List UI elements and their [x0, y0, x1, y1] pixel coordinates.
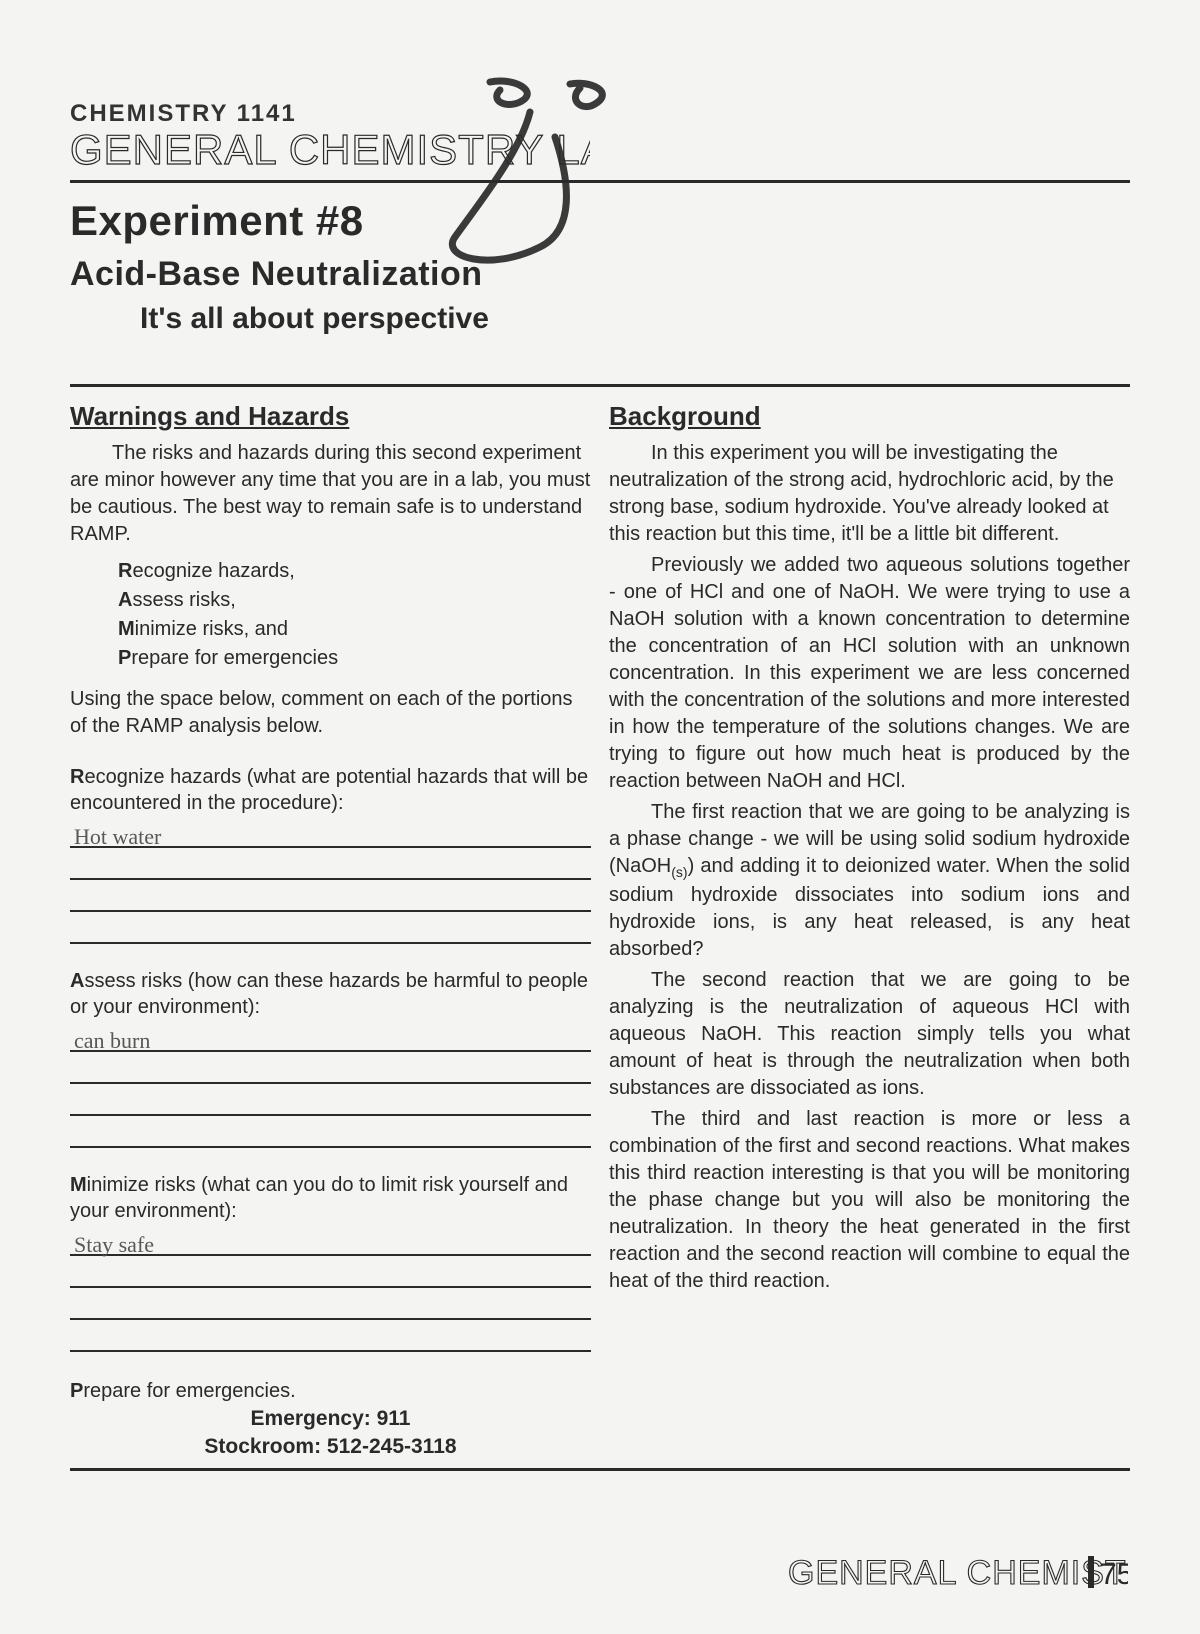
recognize-line-2 — [70, 850, 591, 880]
background-heading: Background — [609, 399, 1130, 434]
recognize-label: Recognize hazards (what are potential ha… — [70, 764, 591, 816]
ramp-m: Minimize risks, and — [118, 616, 591, 643]
page-footer: GENERAL CHEMISTRY 1 75 — [788, 1552, 1128, 1592]
recognize-answer: Hot water — [70, 824, 161, 849]
stockroom-number: Stockroom: 512-245-3118 — [70, 1433, 591, 1461]
bg-p5: The third and last reaction is more or l… — [609, 1106, 1130, 1295]
left-column: Warnings and Hazards The risks and hazar… — [70, 399, 591, 1462]
minimize-line-1: Stay safe — [70, 1226, 591, 1256]
assess-answer: can burn — [70, 1028, 150, 1053]
assess-line-3 — [70, 1086, 591, 1116]
recognize-line-1: Hot water — [70, 818, 591, 848]
experiment-title: Experiment #8 — [70, 197, 1130, 245]
bg-p1: In this experiment you will be investiga… — [609, 440, 1130, 548]
assess-block: Assess risks (how can these hazards be h… — [70, 968, 591, 1148]
recognize-line-4 — [70, 914, 591, 944]
rule-bottom — [70, 1468, 1130, 1471]
experiment-tagline: It's all about perspective — [140, 302, 1130, 336]
recognize-line-3 — [70, 882, 591, 912]
prepare-block: Prepare for emergencies. Emergency: 911 … — [70, 1378, 591, 1462]
assess-line-4 — [70, 1118, 591, 1148]
bg-p3-sub: (s) — [671, 864, 687, 880]
warnings-intro: The risks and hazards during this second… — [70, 440, 591, 548]
two-column-body: Warnings and Hazards The risks and hazar… — [70, 399, 1130, 1462]
minimize-block: Minimize risks (what can you do to limit… — [70, 1172, 591, 1352]
lab-title-text: GENERAL CHEMISTRY LABORATORY — [70, 126, 590, 172]
minimize-line-3 — [70, 1290, 591, 1320]
minimize-line-2 — [70, 1258, 591, 1288]
document-page: CHEMISTRY 1141 GENERAL CHEMISTRY LABORAT… — [70, 100, 1130, 1471]
lab-title-outline: GENERAL CHEMISTRY LABORATORY — [70, 126, 1130, 172]
minimize-label: Minimize risks (what can you do to limit… — [70, 1172, 591, 1224]
course-code: CHEMISTRY 1141 — [70, 100, 1130, 128]
footer-outline-text: GENERAL CHEMISTRY 1 — [788, 1554, 1128, 1592]
experiment-subtitle: Acid-Base Neutralization — [70, 255, 1130, 294]
ramp-p: Prepare for emergencies — [118, 645, 591, 672]
assess-line-2 — [70, 1054, 591, 1084]
assess-line-1: can burn — [70, 1022, 591, 1052]
assess-label: Assess risks (how can these hazards be h… — [70, 968, 591, 1020]
page-number: 75 — [1100, 1558, 1128, 1591]
minimize-line-4 — [70, 1322, 591, 1352]
ramp-r: Recognize hazards, — [118, 558, 591, 585]
right-column: Background In this experiment you will b… — [609, 399, 1130, 1462]
rule-mid — [70, 384, 1130, 387]
emergency-number: Emergency: 911 — [70, 1405, 591, 1433]
recognize-block: Recognize hazards (what are potential ha… — [70, 764, 591, 944]
warnings-heading: Warnings and Hazards — [70, 399, 591, 434]
ramp-acronym-list: Recognize hazards, Assess risks, Minimiz… — [118, 558, 591, 672]
ramp-a: Assess risks, — [118, 587, 591, 614]
ramp-instruction: Using the space below, comment on each o… — [70, 686, 591, 740]
bg-p4: The second reaction that we are going to… — [609, 967, 1130, 1102]
rule-top — [70, 180, 1130, 183]
minimize-answer: Stay safe — [70, 1232, 154, 1257]
bg-p3b: ) and adding it to deionized water. When… — [609, 855, 1130, 960]
prepare-label: Prepare for emergencies. — [70, 1378, 591, 1405]
bg-p3: The first reaction that we are going to … — [609, 799, 1130, 963]
bg-p2: Previously we added two aqueous solution… — [609, 552, 1130, 795]
